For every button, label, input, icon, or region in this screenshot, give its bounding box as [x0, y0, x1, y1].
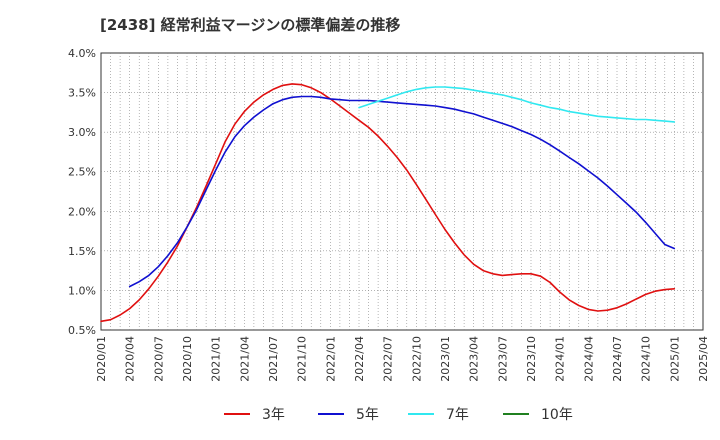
x-tick-label: 2021/01 [210, 336, 223, 382]
x-tick-label: 2021/10 [296, 336, 309, 382]
series-line-5年 [128, 95, 676, 288]
x-tick-label: 2024/07 [611, 336, 624, 382]
x-tick-label: 2020/07 [152, 336, 165, 382]
y-tick-label: 3.0% [68, 126, 96, 139]
x-tick-label: 2025/04 [697, 336, 710, 382]
x-tick-label: 2023/01 [439, 336, 452, 382]
x-tick-label: 2023/10 [525, 336, 538, 382]
series-line-3年 [100, 83, 676, 323]
y-tick-label: 2.0% [68, 205, 96, 218]
x-tick-label: 2025/01 [668, 336, 681, 382]
y-tick-label: 3.5% [68, 87, 96, 100]
x-tick-label: 2020/01 [95, 336, 108, 382]
x-tick-label: 2024/10 [640, 336, 653, 382]
x-tick-label: 2022/01 [324, 336, 337, 382]
x-tick-label: 2020/10 [181, 336, 194, 382]
y-tick-label: 1.0% [68, 284, 96, 297]
chart-title: [2438] 経常利益マージンの標準偏差の推移 [100, 16, 401, 34]
x-tick-label: 2023/07 [496, 336, 509, 382]
axes: 0.5% 1.0% 1.5% 2.0% 2.5% 3.0% 3.5% 4.0% 2020/01 2… [68, 47, 710, 382]
grid [101, 53, 703, 330]
x-tick-label: 2022/10 [410, 336, 423, 382]
y-tick-label: 2.5% [68, 166, 96, 179]
plot-area [100, 52, 704, 331]
y-tick-label: 0.5% [68, 324, 96, 337]
legend: 3年 5年 7年 10年 [224, 407, 573, 423]
legend-label: 5年 [356, 407, 379, 423]
x-tick-label: 2023/04 [468, 336, 481, 382]
series-line-7年 [358, 86, 676, 123]
x-tick-label: 2021/04 [238, 336, 251, 382]
legend-label: 10年 [541, 407, 573, 423]
x-tick-label: 2022/04 [353, 336, 366, 382]
x-tick-label: 2020/04 [124, 336, 137, 382]
x-tick-label: 2021/07 [267, 336, 280, 382]
x-tick-label: 2024/01 [554, 336, 567, 382]
x-tick-label: 2024/04 [582, 336, 595, 382]
x-tick-label: 2022/07 [382, 336, 395, 382]
legend-label: 3年 [262, 407, 285, 423]
y-tick-label: 4.0% [68, 47, 96, 60]
legend-label: 7年 [446, 407, 469, 423]
series [100, 83, 676, 323]
y-tick-label: 1.5% [68, 245, 96, 258]
